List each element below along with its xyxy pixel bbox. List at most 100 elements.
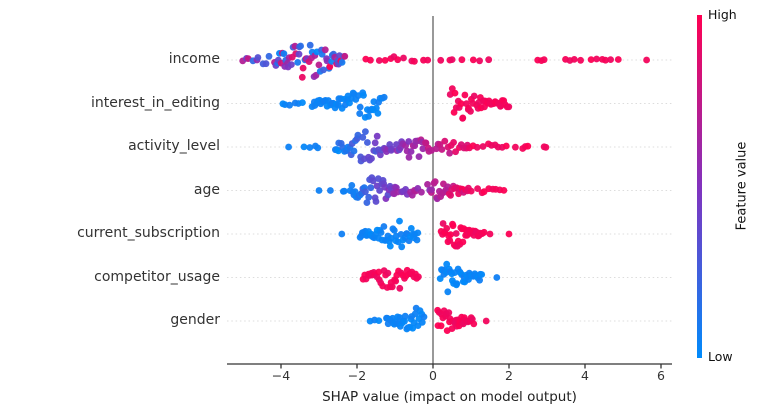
shap-dot	[369, 177, 377, 185]
shap-dot	[396, 217, 403, 225]
shap-dot	[478, 271, 486, 278]
shap-dot	[365, 113, 372, 120]
shap-dot	[306, 144, 314, 151]
shap-dot	[428, 186, 435, 194]
shap-dot	[470, 92, 478, 100]
shap-dot	[577, 56, 584, 64]
shap-dot	[413, 236, 421, 244]
shap-dot	[363, 199, 371, 207]
shap-dot	[474, 185, 481, 193]
colorbar-low-label: Low	[708, 349, 733, 364]
shap-dot	[390, 227, 398, 234]
shap-dot	[614, 56, 622, 63]
shap-dot	[407, 148, 415, 155]
feature-row-dots	[279, 85, 513, 122]
shap-dot	[375, 57, 383, 64]
shap-dot	[480, 228, 488, 236]
shap-dot	[502, 142, 510, 150]
shap-dot	[453, 280, 461, 287]
shap-dot	[439, 220, 447, 227]
shap-dot	[376, 187, 383, 194]
shap-dot	[288, 61, 295, 68]
shap-dot	[300, 143, 308, 151]
x-tick-neg4: −4	[271, 368, 291, 383]
shap-dot	[381, 57, 389, 64]
shap-dot	[493, 274, 501, 281]
shap-dot	[441, 137, 449, 145]
shap-dot	[446, 237, 454, 244]
shap-dot	[327, 187, 334, 194]
colorbar-axis-title: Feature value	[734, 141, 750, 231]
shap-dot	[445, 309, 453, 316]
shap-dot	[285, 143, 292, 151]
shap-dot	[372, 104, 380, 112]
feature-value-colorbar	[697, 15, 702, 358]
shap-dot	[643, 56, 650, 64]
shap-dot	[384, 269, 392, 277]
shap-dot	[485, 56, 493, 64]
shap-dot	[411, 57, 418, 65]
shap-dot	[314, 144, 322, 152]
shap-dot	[570, 56, 578, 63]
shap-dot	[372, 198, 380, 205]
shap-dot	[365, 193, 373, 201]
shap-dot	[505, 230, 513, 238]
shap-dot	[373, 132, 381, 140]
shap-dot	[424, 56, 432, 64]
shap-dot	[326, 63, 334, 71]
shap-dot	[476, 57, 483, 65]
shap-dot	[356, 103, 364, 111]
shap-dot	[374, 110, 382, 117]
shap-dot	[450, 139, 457, 146]
shap-dot	[348, 182, 356, 189]
shap-dot	[505, 103, 513, 111]
shap-dot	[254, 54, 262, 61]
feature-label-current-subscription: current_subscription	[77, 225, 220, 242]
shap-dot	[540, 56, 548, 64]
shap-dot	[446, 149, 453, 157]
shap-dot	[422, 139, 430, 147]
shap-dot	[431, 178, 439, 186]
shap-dot	[486, 230, 494, 238]
shap-dot	[482, 317, 490, 325]
feature-row-dots	[359, 260, 501, 296]
shap-dot	[286, 101, 293, 109]
feature-label-gender: gender	[170, 312, 220, 329]
shap-dot	[593, 55, 600, 63]
x-tick-0: 0	[429, 368, 437, 383]
colorbar-high-label: High	[708, 7, 737, 22]
shap-dot	[461, 91, 469, 99]
shap-dot	[405, 153, 413, 161]
shap-dot	[447, 191, 454, 199]
shap-dot	[359, 133, 367, 141]
shap-dot	[356, 110, 364, 117]
shap-dot	[512, 143, 519, 151]
shap-dot	[315, 61, 323, 69]
shap-dot	[360, 92, 367, 99]
shap-dot	[473, 143, 481, 151]
shap-dot	[524, 142, 532, 150]
shap-dot	[265, 52, 273, 60]
shap-dot	[298, 73, 306, 81]
shap-dot	[449, 222, 457, 230]
shap-dot	[500, 187, 508, 194]
shap-dot	[388, 145, 396, 153]
feature-label-competitor-usage: competitor_usage	[94, 268, 220, 285]
shap-dot	[377, 229, 385, 236]
shap-dot	[388, 283, 396, 291]
feature-row-dots	[315, 174, 508, 207]
x-tick-6: 6	[657, 368, 665, 383]
shap-dot	[419, 145, 427, 153]
shap-dot	[405, 138, 413, 145]
shap-dot	[438, 146, 446, 153]
shap-dot	[424, 181, 431, 188]
shap-dot	[437, 322, 445, 330]
shap-dot	[479, 143, 487, 150]
shap-dot	[602, 56, 609, 64]
shap-dot	[338, 230, 346, 238]
shap-dot	[448, 56, 456, 63]
feature-row-dots	[338, 217, 513, 251]
x-tick-2: 2	[505, 368, 513, 383]
shap-dot	[420, 313, 428, 321]
